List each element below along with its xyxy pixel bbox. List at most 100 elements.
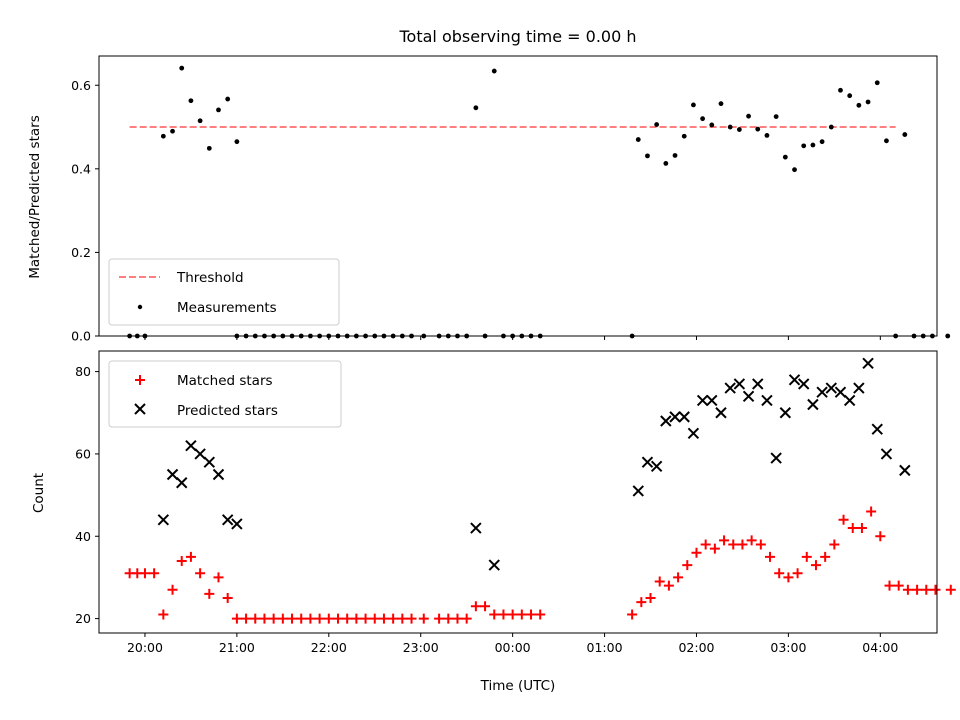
measurement-point bbox=[709, 122, 715, 128]
measurement-point bbox=[473, 105, 479, 111]
bottom-legend: Matched stars Predicted stars bbox=[108, 360, 342, 428]
matched-stars-point bbox=[388, 613, 399, 624]
matched-stars-point bbox=[866, 506, 877, 517]
matched-stars-point bbox=[323, 613, 334, 624]
measurement-point bbox=[197, 118, 203, 124]
x-tick-label: 01:00 bbox=[587, 640, 623, 655]
bottom-axes-frame bbox=[98, 350, 938, 634]
matched-stars-point bbox=[829, 539, 840, 550]
x-axis-label: Time (UTC) bbox=[480, 678, 556, 694]
matched-stars-point bbox=[783, 572, 794, 583]
matched-stars-point bbox=[296, 613, 307, 624]
bottom-y-axis-label: Count bbox=[31, 473, 47, 513]
matched-stars-point bbox=[231, 613, 242, 624]
matched-stars-point bbox=[875, 531, 886, 542]
matched-stars-point bbox=[700, 539, 711, 550]
measurement-point bbox=[654, 122, 660, 127]
matched-stars-point bbox=[195, 568, 206, 579]
measurement-point bbox=[801, 143, 807, 149]
predicted-stars-point bbox=[798, 378, 810, 390]
matched-stars-point bbox=[507, 609, 518, 620]
bottom-legend-box bbox=[108, 360, 342, 428]
measurement-point bbox=[755, 126, 761, 132]
predicted-stars-point bbox=[742, 390, 755, 402]
top-y-tick-label: 0.4 bbox=[71, 161, 91, 176]
measurement-point bbox=[764, 133, 770, 138]
predicted-stars-point bbox=[185, 439, 197, 452]
measurement-point bbox=[663, 161, 669, 166]
x-tick-label: 04:00 bbox=[862, 640, 898, 655]
bottom-y-tick-label: 80 bbox=[75, 364, 91, 379]
matched-stars-point bbox=[378, 613, 389, 624]
measurement-point bbox=[874, 80, 880, 86]
predicted-stars-point bbox=[724, 382, 736, 394]
matched-stars-point bbox=[792, 568, 803, 579]
matched-stars-point bbox=[535, 609, 546, 620]
predicted-stars-point bbox=[470, 522, 482, 534]
legend-matched-swatch bbox=[135, 375, 145, 385]
measurement-point bbox=[645, 153, 650, 159]
matched-stars-point bbox=[765, 551, 776, 562]
x-tick-label: 23:00 bbox=[403, 640, 439, 655]
legend-measurements-label: Measurements bbox=[177, 300, 277, 316]
matched-stars-point bbox=[305, 613, 316, 624]
matched-stars-point bbox=[461, 613, 472, 624]
matched-stars-point bbox=[287, 613, 298, 624]
predicted-stars-point bbox=[788, 374, 801, 386]
top-axes-frame bbox=[98, 55, 938, 337]
legend-threshold-label: Threshold bbox=[176, 270, 244, 286]
matched-stars-point bbox=[912, 584, 923, 595]
matched-stars-point bbox=[856, 523, 867, 534]
matched-stars-point bbox=[434, 613, 445, 624]
predicted-stars-point bbox=[862, 357, 874, 370]
legend-predicted-label: Predicted stars bbox=[177, 403, 278, 419]
matched-stars-point bbox=[691, 547, 702, 558]
measurement-point bbox=[672, 153, 678, 158]
predicted-stars-point bbox=[816, 386, 828, 398]
top-panel: Total observing time = 0.00 h Matched/Pr… bbox=[27, 27, 951, 344]
matched-stars-point bbox=[663, 580, 674, 591]
matched-stars-point bbox=[755, 539, 766, 550]
legend-matched-label: Matched stars bbox=[177, 373, 273, 389]
matched-stars-point bbox=[443, 613, 454, 624]
measurement-point bbox=[160, 133, 166, 139]
top-axes: 0.0 0.2 0.4 0.6 bbox=[71, 78, 881, 344]
measurement-point bbox=[819, 139, 825, 145]
predicted-stars-point bbox=[733, 378, 746, 390]
matched-stars-point bbox=[277, 613, 288, 624]
predicted-stars-point bbox=[807, 398, 819, 411]
measurement-point bbox=[792, 167, 797, 173]
matched-stars-point bbox=[673, 572, 684, 583]
matched-stars-point bbox=[526, 609, 537, 620]
top-y-tick-label: 0.0 bbox=[71, 329, 91, 344]
matched-stars-point bbox=[185, 551, 196, 562]
matched-stars-point bbox=[406, 613, 417, 624]
predicted-stars-point bbox=[231, 518, 243, 530]
matched-stars-point bbox=[470, 601, 481, 612]
predicted-stars-point bbox=[650, 460, 663, 472]
predicted-stars-point bbox=[212, 468, 225, 481]
matched-stars-point bbox=[654, 576, 665, 587]
matched-stars-point bbox=[204, 588, 215, 599]
matched-stars-point bbox=[139, 568, 150, 579]
measurement-point bbox=[847, 93, 853, 99]
matched-stars-point bbox=[241, 613, 252, 624]
measurement-point bbox=[491, 68, 497, 74]
matched-stars-point bbox=[342, 613, 353, 624]
predicted-stars-point bbox=[157, 514, 170, 526]
measurement-point bbox=[718, 101, 724, 107]
measurement-point bbox=[179, 65, 185, 71]
measurement-point bbox=[700, 116, 706, 122]
predicted-stars-point bbox=[825, 382, 837, 394]
top-legend-box bbox=[108, 258, 340, 326]
measurement-point bbox=[188, 98, 194, 104]
predicted-stars-point bbox=[660, 415, 672, 427]
measurement-point bbox=[234, 139, 240, 145]
bottom-y-tick-label: 60 bbox=[75, 446, 91, 461]
predicted-stars-point bbox=[843, 394, 856, 407]
x-tick-label: 20:00 bbox=[127, 640, 163, 655]
measurement-point bbox=[681, 133, 687, 139]
matched-stars-point bbox=[728, 539, 739, 550]
matched-stars-point bbox=[902, 584, 913, 595]
measurement-point bbox=[691, 102, 696, 108]
